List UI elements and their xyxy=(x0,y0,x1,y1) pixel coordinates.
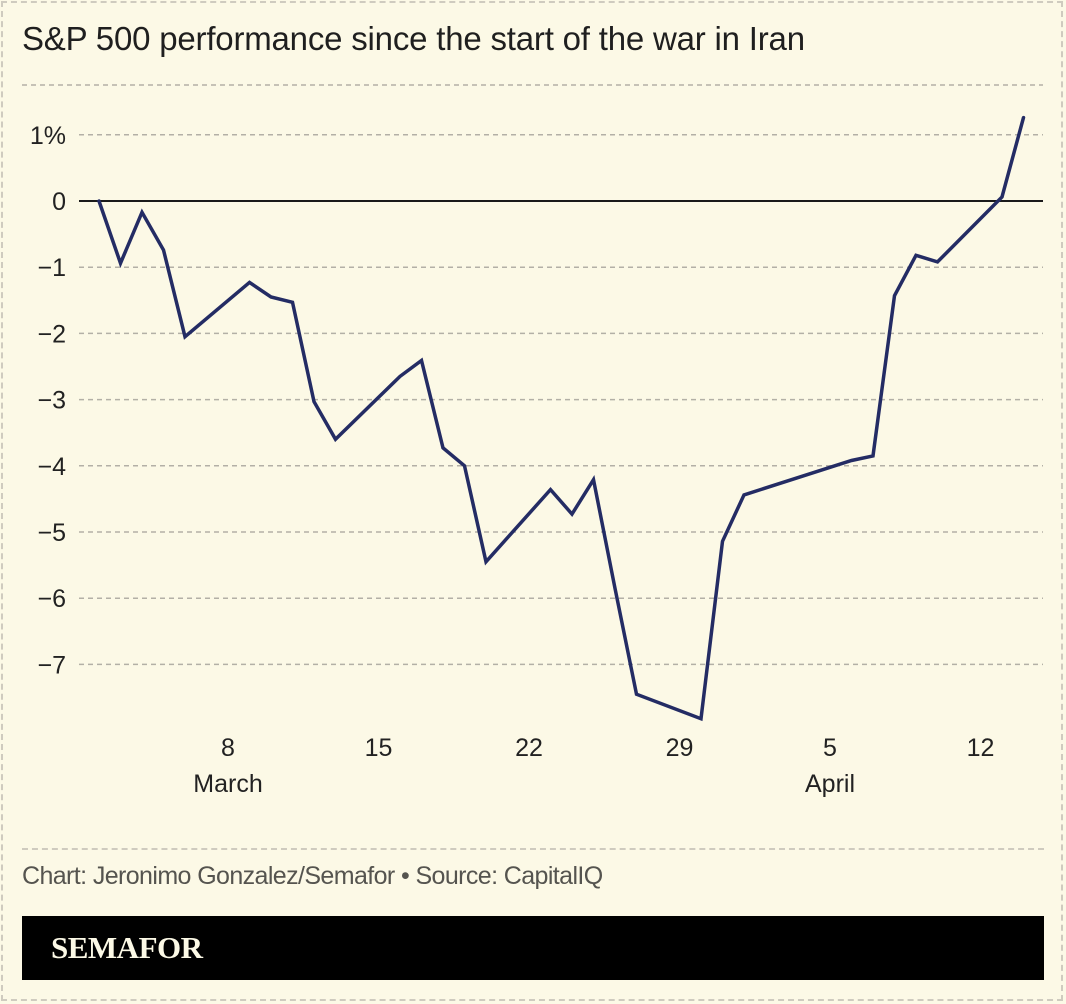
x-tick-label: 15 xyxy=(365,734,393,762)
semafor-logo: SEMAFOR xyxy=(51,930,203,965)
y-tick-label: −6 xyxy=(37,585,66,613)
y-tick-label: −2 xyxy=(37,320,66,348)
y-axis-labels: 1% 0 −1 −2 −3 −4 −5 −6 −7 xyxy=(30,122,66,680)
y-tick-label: −1 xyxy=(37,254,66,282)
chart-credit: Chart: Jeronimo Gonzalez/Semafor • Sourc… xyxy=(22,862,603,890)
x-tick-label: 12 xyxy=(967,734,995,762)
y-tick-label: 0 xyxy=(52,188,66,216)
footer-divider xyxy=(22,848,1044,850)
chart-title: S&P 500 performance since the start of t… xyxy=(22,20,805,57)
y-tick-label: −3 xyxy=(37,387,66,415)
gridlines xyxy=(22,84,1043,666)
y-tick-label: −5 xyxy=(37,519,66,547)
x-month-label: March xyxy=(193,770,262,798)
x-tick-label: 5 xyxy=(823,734,837,762)
logo-bar: SEMAFOR xyxy=(22,916,1044,980)
series-layer xyxy=(97,115,1026,722)
y-tick-label: −4 xyxy=(37,453,66,481)
x-axis-labels: 8 March 15 22 29 5 April 12 xyxy=(193,734,994,798)
x-tick-label: 29 xyxy=(666,734,694,762)
line-chart: 1% 0 −1 −2 −3 −4 −5 −6 −7 8 March 15 22 29 5 April 12 xyxy=(22,84,1043,798)
y-tick-label: −7 xyxy=(37,651,66,679)
series-line-sp500 xyxy=(97,115,1026,722)
x-tick-label: 22 xyxy=(515,734,543,762)
x-month-label: April xyxy=(805,770,855,798)
x-tick-label: 8 xyxy=(221,734,235,762)
y-tick-label: 1% xyxy=(30,122,66,150)
